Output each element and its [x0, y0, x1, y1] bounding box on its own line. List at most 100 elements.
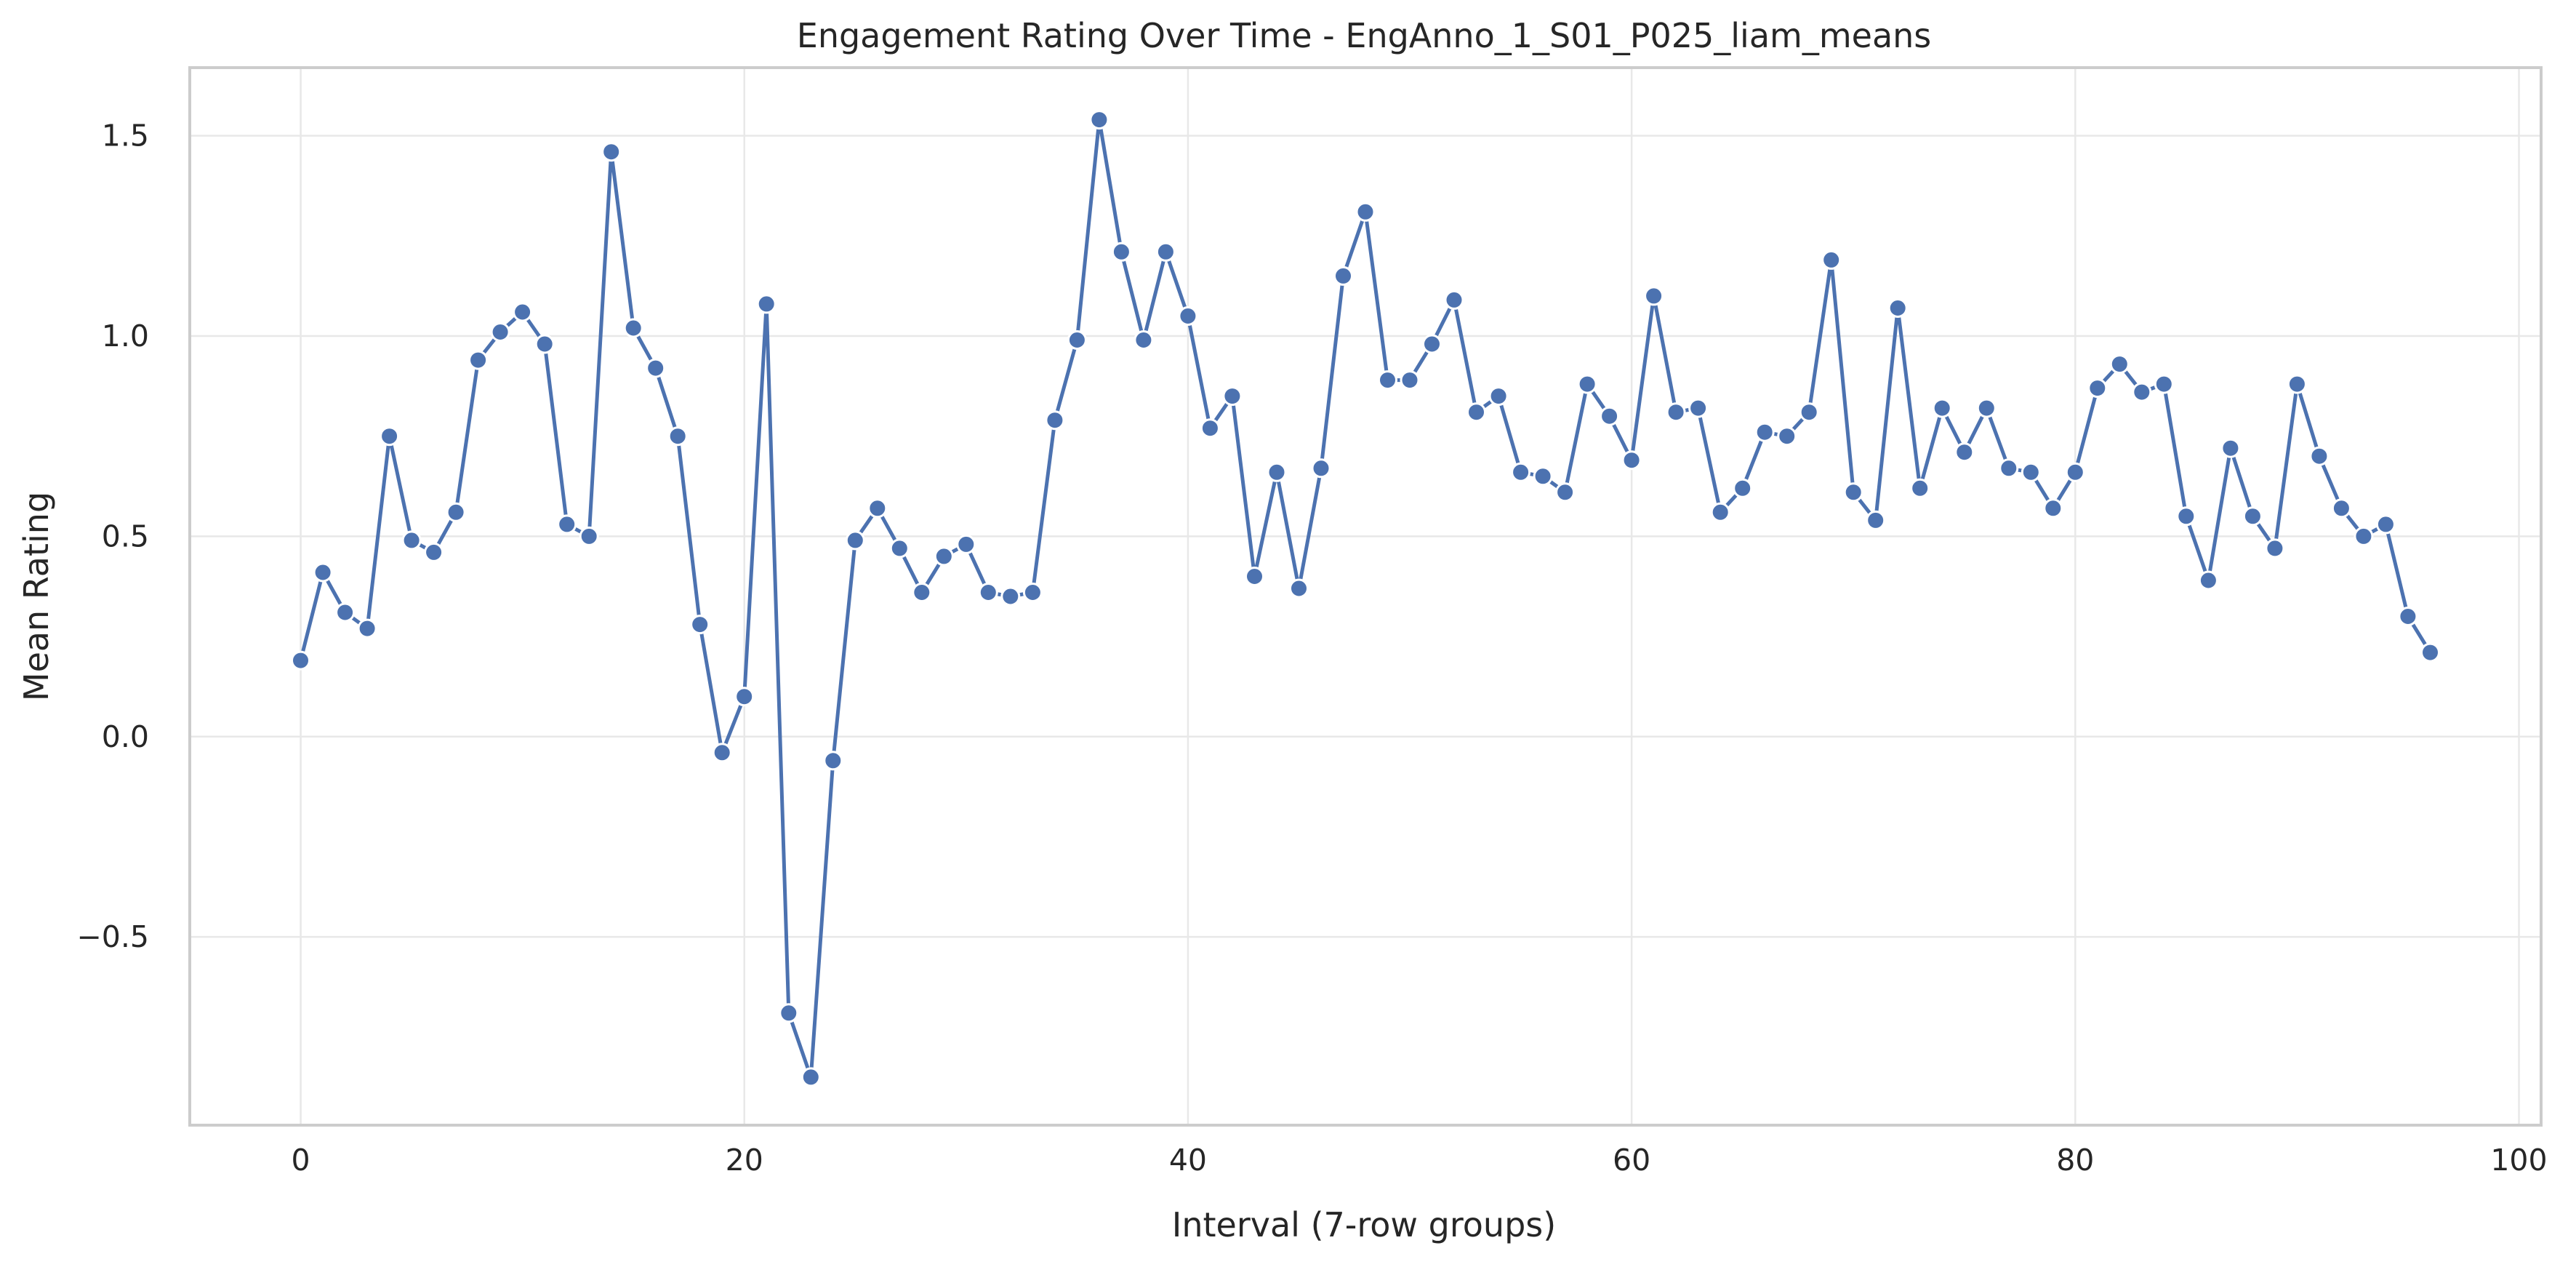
x-tick-label: 60 [1613, 1143, 1650, 1178]
data-point [978, 583, 998, 602]
data-point [1333, 265, 1353, 286]
data-point [513, 302, 533, 322]
data-point [1200, 418, 1220, 439]
data-point [380, 426, 400, 447]
data-point [712, 743, 732, 763]
data-point [1067, 330, 1087, 350]
x-tick-label: 0 [292, 1143, 310, 1178]
data-point [2220, 438, 2241, 458]
data-point [867, 498, 888, 519]
data-point [2242, 506, 2263, 527]
data-point [1710, 502, 1730, 522]
data-point [446, 502, 466, 522]
data-point [1621, 450, 1642, 471]
x-tick-label: 100 [2490, 1143, 2547, 1178]
y-tick-label: 0.5 [102, 519, 149, 553]
data-point [934, 546, 954, 567]
data-point [1155, 241, 1176, 262]
data-point [1378, 370, 1397, 391]
data-point [2375, 514, 2396, 535]
data-point [1133, 330, 1154, 350]
data-point [756, 294, 777, 314]
data-point [889, 538, 910, 559]
y-tick-label: 1.0 [102, 319, 149, 353]
data-point [2287, 374, 2307, 394]
y-tick-label: 0.0 [102, 719, 149, 754]
data-point [646, 358, 666, 378]
data-point [1466, 402, 1486, 423]
y-tick-label: −0.5 [76, 919, 149, 954]
data-point [845, 530, 865, 551]
data-point [2154, 374, 2174, 394]
data-point [1245, 567, 1264, 586]
data-point [1222, 386, 1243, 407]
data-point [357, 618, 377, 639]
data-point [1289, 578, 1309, 599]
data-point [734, 687, 755, 707]
series-markers [291, 110, 2440, 1087]
plot-frame [188, 66, 2543, 1127]
data-point [2309, 446, 2330, 466]
data-point [1355, 201, 1376, 222]
data-point [1644, 286, 1664, 306]
data-point [2021, 462, 2041, 482]
data-point [1111, 241, 1131, 262]
data-point [1887, 298, 1908, 318]
data-point [779, 1003, 799, 1023]
data-point [2109, 354, 2130, 375]
data-point [823, 751, 843, 771]
data-point [579, 526, 599, 546]
data-point [490, 322, 510, 342]
data-point [335, 602, 356, 623]
data-point [1178, 306, 1198, 326]
tick-labels: 0 20 40 60 80 100 −0.5 0.0 0.5 1.0 1.5 [76, 119, 2547, 1178]
data-point [1754, 422, 1775, 442]
data-point [1999, 458, 2019, 479]
data-point [1511, 462, 1531, 482]
data-point [1976, 398, 1997, 418]
data-point [534, 334, 555, 354]
data-point [1733, 478, 1753, 498]
data-point [557, 514, 577, 535]
chart-title: Engagement Rating Over Time - EngAnno_1_… [797, 16, 1932, 55]
y-tick-label: 1.5 [102, 119, 149, 153]
data-point [313, 562, 333, 583]
data-point [2132, 382, 2152, 402]
data-point [401, 530, 422, 551]
x-tick-label: 20 [726, 1143, 763, 1178]
data-point [1777, 426, 1797, 447]
data-point [2198, 570, 2218, 591]
data-point [1000, 586, 1021, 607]
data-point [1910, 478, 1930, 498]
data-point [1932, 398, 1952, 418]
data-point [2354, 526, 2374, 546]
data-point [2265, 538, 2285, 559]
data-point [667, 426, 688, 447]
data-point [690, 615, 710, 635]
data-point [1577, 374, 1597, 394]
data-point [1666, 402, 1686, 423]
data-point [2087, 378, 2108, 399]
data-point [1444, 289, 1464, 310]
x-axis-label: Interval (7-row groups) [1172, 1205, 1556, 1244]
data-point [1400, 370, 1420, 391]
data-point [1311, 458, 1331, 479]
data-point [1022, 583, 1043, 602]
data-point [1089, 110, 1110, 130]
x-tick-label: 80 [2056, 1143, 2094, 1178]
data-point [1821, 249, 1842, 270]
data-point [1555, 482, 1576, 503]
data-point [2420, 642, 2440, 663]
data-point [2331, 498, 2351, 519]
data-point [623, 318, 643, 338]
data-point [2176, 506, 2196, 527]
data-point [2043, 498, 2063, 519]
x-tick-label: 40 [1169, 1143, 1207, 1178]
grid-lines [190, 68, 2541, 1125]
data-point [912, 583, 932, 602]
data-point [1866, 510, 1886, 530]
data-point [1045, 410, 1065, 431]
data-point [1267, 462, 1287, 482]
